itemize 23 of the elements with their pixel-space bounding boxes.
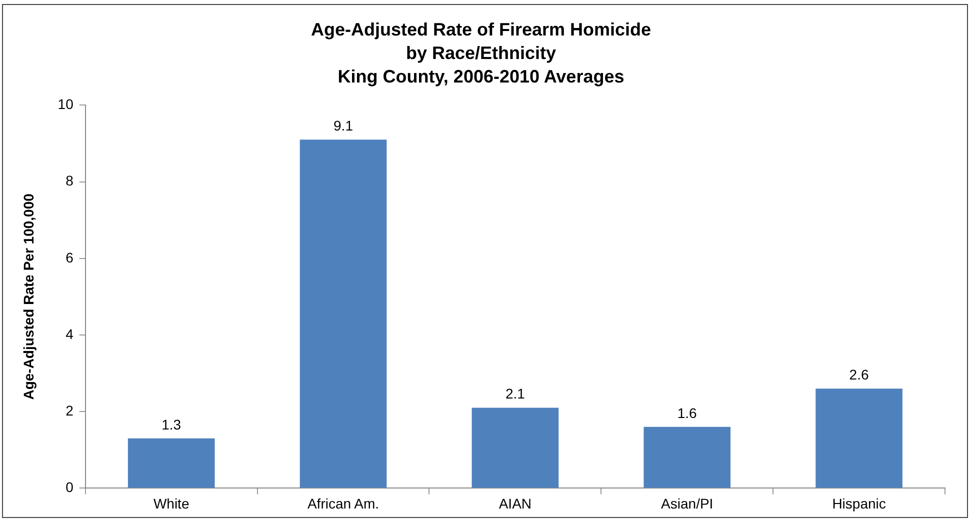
y-tick-label: 4 bbox=[66, 326, 74, 342]
bar bbox=[644, 426, 731, 488]
x-tick-label: White bbox=[153, 495, 190, 512]
y-axis-title: Age-Adjusted Rate Per 100,000 bbox=[20, 193, 36, 400]
chart-title: Age-Adjusted Rate of Firearm Homicide by Race/Ethnicity King County, 2006-2010 Averages bbox=[310, 20, 652, 86]
data-label: 1.3 bbox=[162, 416, 182, 432]
bar bbox=[472, 408, 559, 488]
y-tick-label: 6 bbox=[66, 249, 74, 266]
x-tick-label: AIAN bbox=[498, 495, 532, 512]
data-label: 9.1 bbox=[334, 118, 354, 134]
x-tick-label: Asian/PI bbox=[661, 495, 714, 512]
data-label: 2.6 bbox=[849, 366, 869, 382]
y-tick-label: 10 bbox=[58, 96, 74, 112]
bar bbox=[300, 140, 387, 488]
data-label: 1.6 bbox=[677, 404, 698, 421]
x-tick-label: Hispanic bbox=[832, 495, 886, 512]
x-tick-label: African Am. bbox=[307, 495, 380, 512]
bar bbox=[128, 438, 215, 488]
y-tick-label: 2 bbox=[66, 402, 74, 418]
bar bbox=[816, 388, 902, 488]
data-label: 2.1 bbox=[505, 386, 526, 402]
y-tick-label: 8 bbox=[66, 172, 74, 189]
y-tick-label: 0 bbox=[66, 479, 74, 496]
